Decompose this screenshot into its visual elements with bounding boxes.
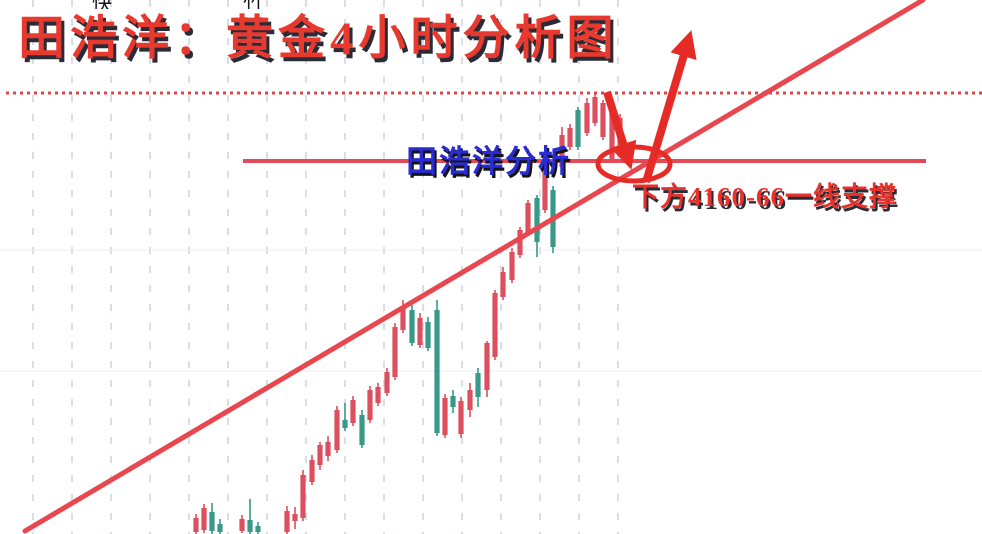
candle-body [209, 512, 215, 531]
candle-body [542, 160, 548, 210]
candle-body [575, 110, 581, 147]
candle-body [500, 272, 506, 297]
page-title: 田浩洋：黄金4小时分析图 [18, 13, 619, 65]
candle-body [559, 135, 565, 167]
support-annotation: 下方4160-66一线支撑 [632, 182, 897, 212]
up-arrow [642, 30, 697, 184]
ascending-trend-line [22, 0, 926, 534]
candle-body [392, 327, 398, 377]
candle-body [384, 372, 390, 393]
highlight-ellipse [595, 144, 673, 184]
candle-body [367, 390, 373, 420]
candle-body [359, 415, 365, 445]
candle-body [350, 400, 356, 423]
candle-body [484, 343, 490, 390]
candle-body [375, 387, 381, 403]
candle-body [509, 252, 515, 280]
candle-body [409, 310, 415, 343]
candle-body [600, 103, 606, 137]
candle-body [492, 293, 498, 357]
candle-body [467, 390, 473, 410]
candle-body [450, 396, 456, 407]
candle-body [592, 97, 598, 123]
candle-body [300, 475, 306, 518]
candle-body [517, 230, 523, 255]
candle-body [284, 511, 290, 532]
candle-body [193, 518, 199, 532]
candle-body [567, 128, 573, 147]
candle-body [292, 514, 298, 521]
candle-body [201, 508, 207, 530]
candle-body [609, 110, 615, 160]
candle-body [217, 524, 223, 532]
glyph-fragment-text: 竹 [243, 0, 263, 9]
candle-body [584, 103, 590, 133]
candle-body [334, 410, 340, 450]
candle-body [417, 318, 423, 345]
candle-body [342, 420, 348, 428]
clipped-glyph-fragment: 快 [92, 0, 116, 9]
candle-body [239, 519, 245, 531]
candle-body [247, 520, 253, 532]
candle-body [434, 310, 440, 433]
candle-body [534, 198, 540, 242]
candle-body [425, 322, 431, 348]
down-arrow [603, 90, 637, 170]
candle-body [525, 203, 531, 233]
candle-body [325, 442, 331, 456]
candle-body [458, 401, 464, 434]
candle-body [475, 373, 481, 397]
analyst-watermark: 田浩洋分析 [406, 144, 571, 179]
candle-body [255, 526, 261, 532]
candle-body [309, 460, 315, 482]
candle-body [442, 398, 448, 435]
glyph-fragment-text: 快 [92, 0, 112, 9]
candle-body [317, 445, 323, 465]
candle-body [400, 308, 406, 330]
clipped-glyph-fragment: 竹 [243, 0, 267, 9]
